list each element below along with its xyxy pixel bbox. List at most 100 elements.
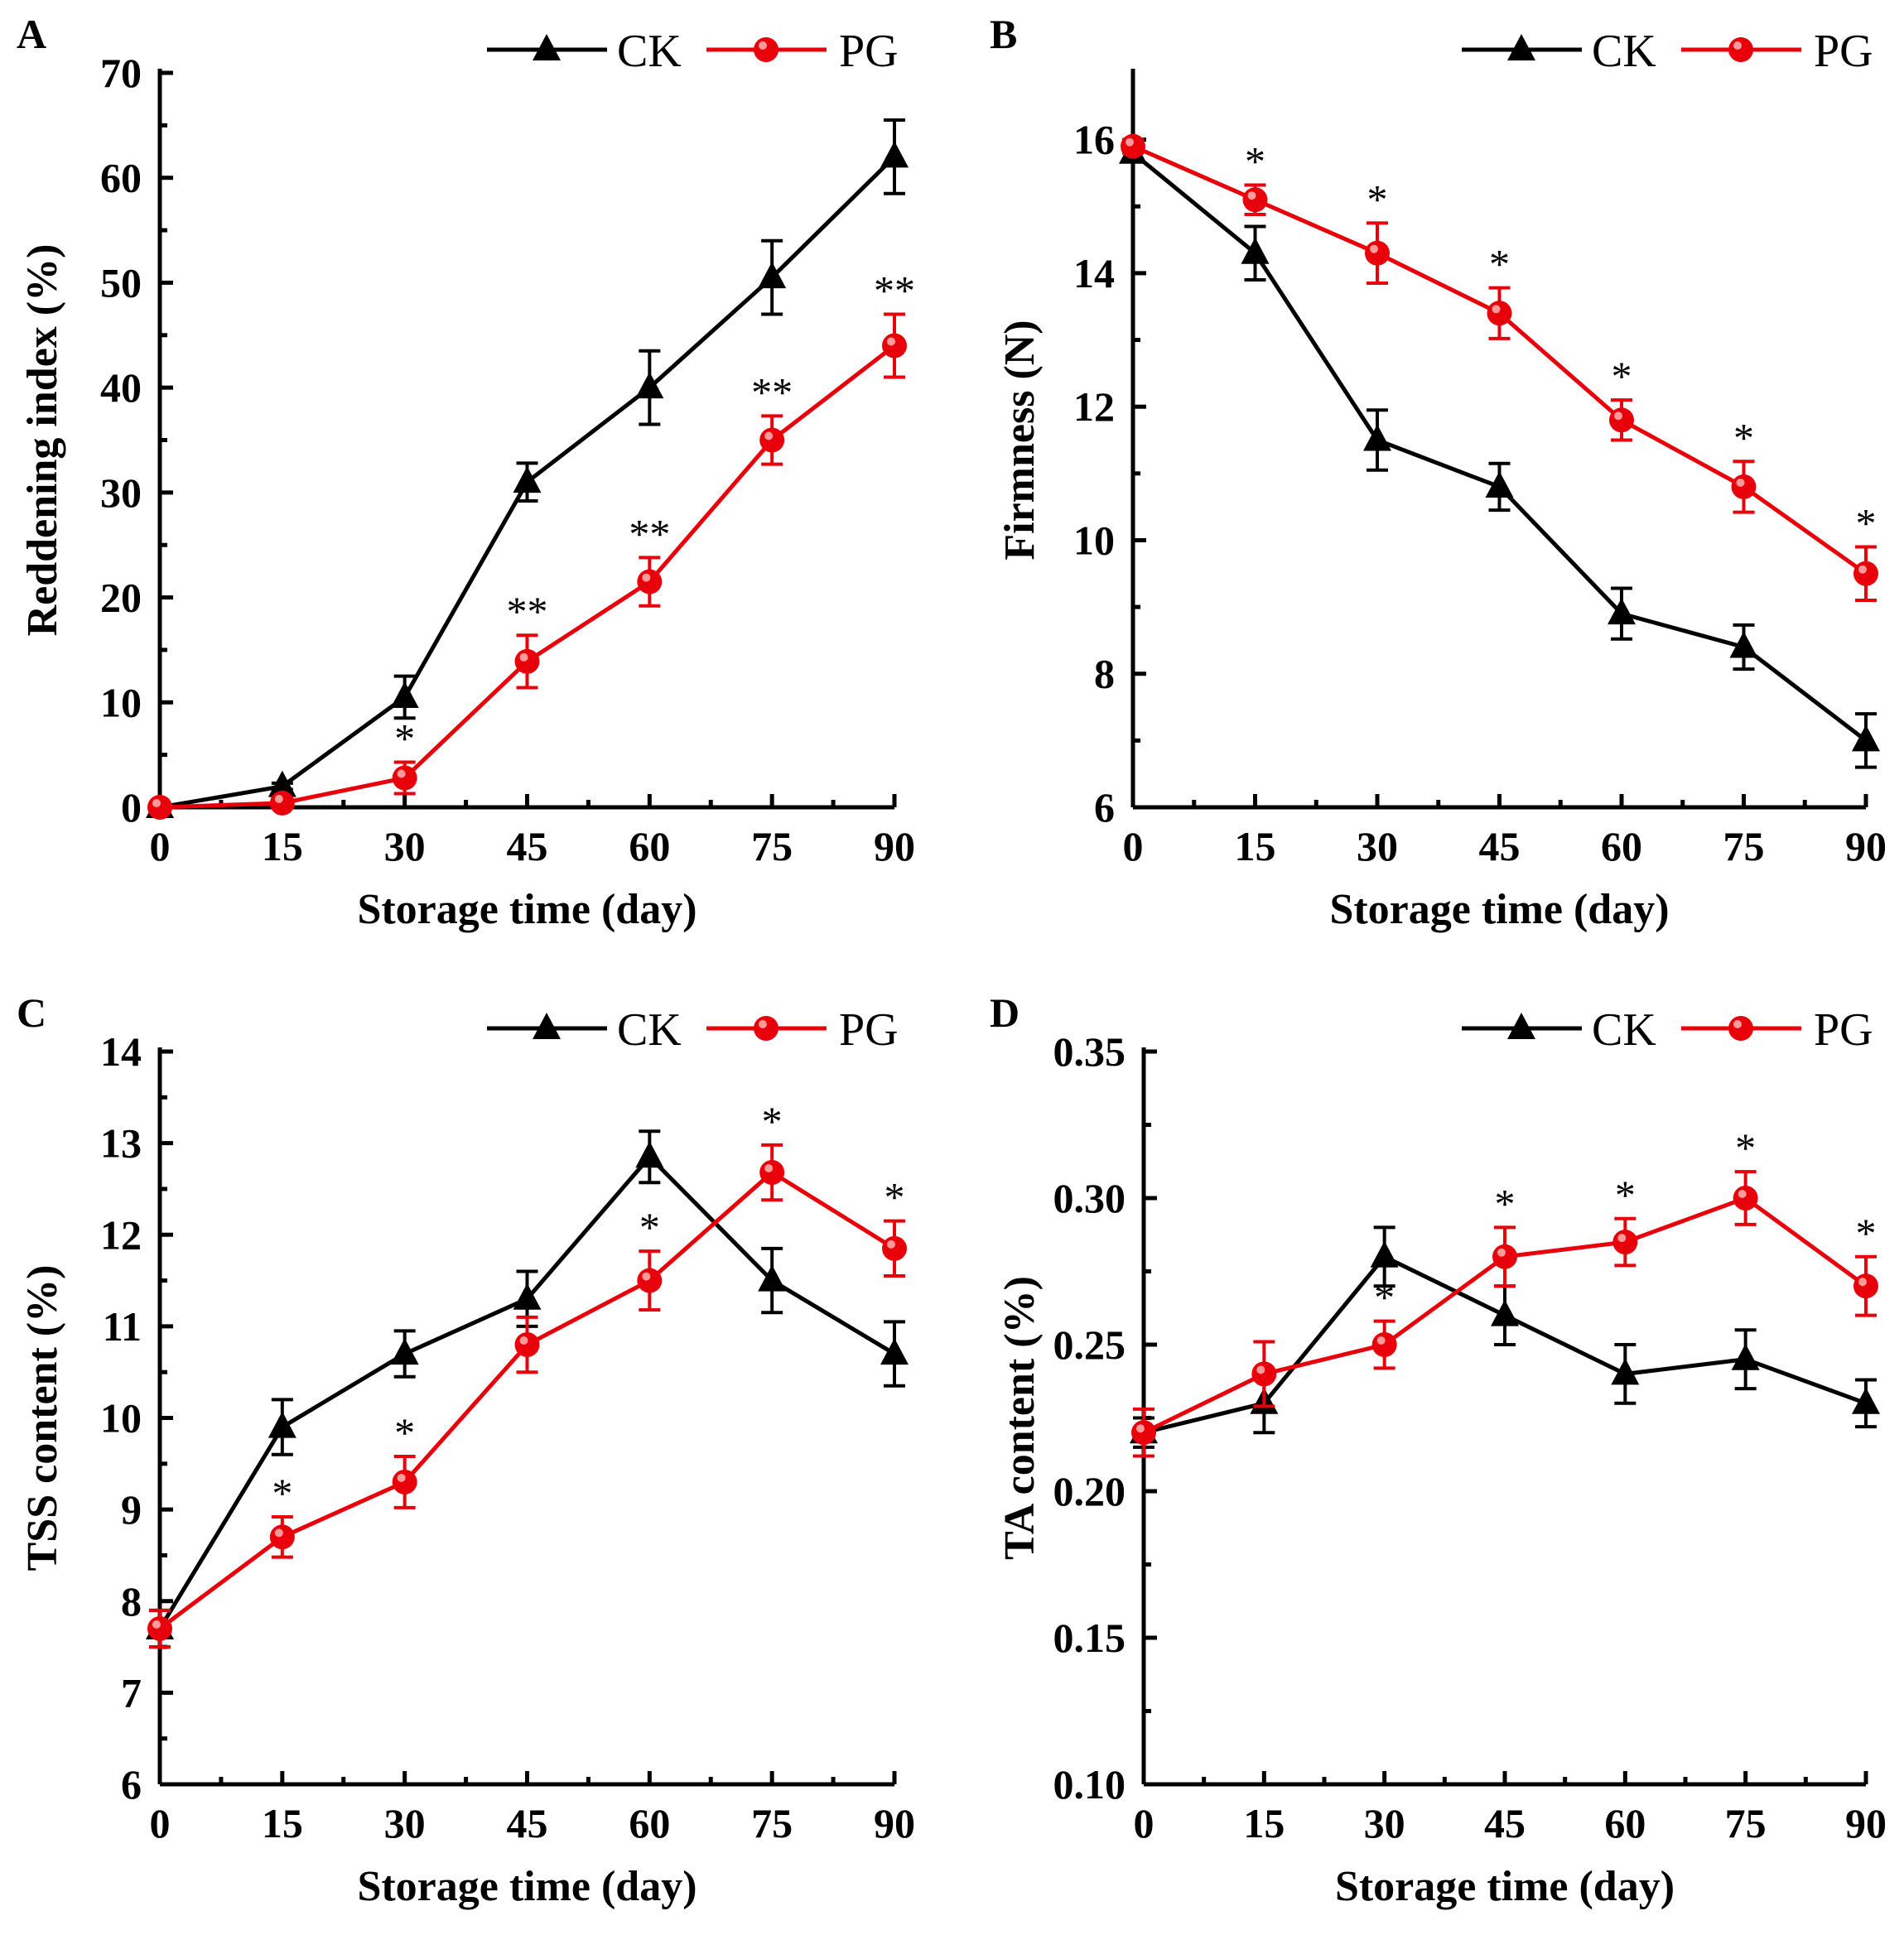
data-point-pg (1371, 1332, 1397, 1357)
significance-mark: * (1733, 414, 1754, 460)
data-point-ck (1852, 1387, 1880, 1414)
data-point-highlight (152, 799, 161, 807)
y-tick-label: 0.25 (1053, 1321, 1126, 1368)
data-point-highlight (1376, 1336, 1386, 1345)
data-point-highlight (1256, 1365, 1265, 1374)
chart-panel-a: A 0 10 20 30 40 50 60 70 0 15 30 45 60 75 90 Storage tim… (17, 11, 915, 933)
significance-mark: * (1367, 176, 1388, 222)
data-point-ck (268, 1411, 296, 1438)
data-point-highlight (1738, 1190, 1747, 1198)
x-tick-label: 45 (1484, 1800, 1526, 1846)
x-tick-label: 75 (1723, 823, 1765, 869)
x-tick-label: 15 (262, 823, 303, 869)
data-point-ck (1852, 724, 1880, 752)
legend-marker-highlight (1733, 1020, 1742, 1028)
data-point-pg (1853, 561, 1878, 586)
data-point-highlight (152, 1620, 161, 1629)
x-tick-label: 30 (1357, 823, 1398, 869)
x-tick-label: 90 (1845, 1800, 1887, 1846)
legend-label-pg: PG (1814, 1004, 1873, 1056)
y-tick-label: 30 (100, 469, 142, 516)
legend-label-pg: PG (1814, 26, 1873, 77)
legend-label-ck: CK (617, 1004, 682, 1056)
panel-letter: A (17, 11, 46, 57)
y-tick-label: 10 (100, 679, 142, 725)
x-tick-label: 0 (1134, 1800, 1154, 1846)
y-tick-label: 9 (121, 1486, 142, 1533)
data-point-highlight (1858, 1278, 1867, 1287)
significance-mark: * (762, 1098, 783, 1144)
y-axis-title: Firmness (N) (996, 320, 1044, 560)
y-axis-title: TSS content (%) (19, 1265, 66, 1572)
data-point-pg (637, 569, 663, 594)
x-tick-label: 0 (1123, 823, 1144, 869)
legend-marker-pg (1728, 1016, 1753, 1041)
legend-marker-ck (1507, 1013, 1535, 1039)
y-tick-label: 12 (1073, 383, 1115, 430)
significance-mark: * (394, 1409, 415, 1456)
data-point-ck (390, 681, 419, 708)
y-tick-label: 13 (100, 1120, 142, 1167)
x-tick-label: 30 (384, 1800, 426, 1846)
data-point-highlight (1617, 1234, 1627, 1243)
data-point-ck (635, 1141, 664, 1168)
data-point-ck (390, 1338, 419, 1365)
y-tick-label: 14 (1073, 250, 1115, 296)
data-point-pg (1365, 240, 1390, 266)
chart-panel-d: D 0.10 0.15 0.20 0.25 0.30 0.35 0 15 30 45 60 75 90 St… (990, 989, 1887, 1910)
data-point-ck (268, 770, 296, 797)
significance-mark: * (1489, 241, 1510, 287)
x-tick-label: 75 (1725, 1800, 1767, 1846)
data-point-ck (880, 141, 909, 168)
data-point-pg (1487, 301, 1512, 326)
legend-marker-ck (1507, 34, 1535, 60)
y-tick-label: 10 (1073, 517, 1115, 563)
significance-mark: ** (629, 510, 670, 556)
significance-mark: * (1495, 1180, 1516, 1226)
data-point-pg (269, 1524, 295, 1550)
data-point-ck (1491, 1299, 1519, 1326)
data-point-highlight (397, 769, 406, 778)
significance-mark: * (1374, 1274, 1395, 1321)
legend-label-ck: CK (1592, 1004, 1656, 1056)
significance-mark: ** (507, 588, 548, 634)
significance-mark: * (1856, 500, 1877, 546)
x-tick-label: 45 (1479, 823, 1521, 869)
y-tick-label: 0 (121, 784, 142, 830)
y-tick-label: 0.20 (1053, 1468, 1126, 1514)
x-tick-label: 15 (262, 1800, 303, 1846)
x-axis-title: Storage time (day) (1329, 886, 1669, 933)
y-tick-label: 40 (100, 364, 142, 411)
series-pg (147, 1143, 907, 1649)
data-point-ck (635, 372, 664, 399)
data-point-highlight (1247, 191, 1256, 200)
significance-mark: * (272, 1470, 292, 1516)
data-point-pg (147, 795, 172, 820)
x-tick-label: 60 (1604, 1800, 1646, 1846)
x-tick-label: 0 (150, 1800, 171, 1846)
data-point-highlight (274, 794, 283, 803)
y-tick-label: 50 (100, 259, 142, 306)
x-axis-title: Storage time (day) (1335, 1863, 1675, 1910)
data-point-ck (1731, 1343, 1760, 1370)
data-point-highlight (1614, 412, 1622, 421)
data-point-pg (392, 1469, 417, 1495)
data-point-pg (1731, 474, 1757, 499)
data-point-pg (514, 1332, 540, 1357)
data-point-highlight (887, 337, 895, 346)
data-point-highlight (1136, 1424, 1145, 1433)
y-tick-label: 16 (1073, 117, 1115, 163)
legend-label-ck: CK (617, 26, 682, 77)
data-point-pg (1251, 1361, 1277, 1387)
chart-panel-b: B 6 8 10 12 14 16 0 15 30 45 60 75 90 Storage time (da… (990, 11, 1887, 933)
data-point-highlight (1497, 1248, 1506, 1257)
data-point-highlight (1126, 137, 1134, 147)
data-point-highlight (764, 1164, 774, 1173)
data-point-pg (1609, 407, 1634, 433)
significance-mark: * (639, 1204, 660, 1250)
significance-mark: * (885, 1174, 905, 1220)
x-tick-label: 45 (507, 1800, 548, 1846)
x-tick-label: 90 (874, 823, 915, 869)
series-pg (147, 312, 907, 820)
